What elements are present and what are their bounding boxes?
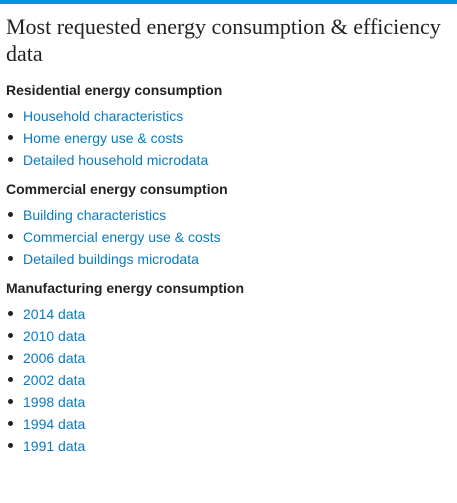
list-item: Building characteristics <box>6 204 454 226</box>
section-manufacturing: Manufacturing energy consumption 2014 da… <box>6 279 454 457</box>
list-item: Household characteristics <box>6 105 454 127</box>
link-list: 2014 data 2010 data 2006 data 2002 data … <box>6 303 454 457</box>
bullet-icon <box>8 399 13 404</box>
bullet-icon <box>8 113 13 118</box>
list-item: 1991 data <box>6 435 454 457</box>
page-title: Most requested energy consumption & effi… <box>6 14 441 66</box>
link-2002-data[interactable]: 2002 data <box>23 372 86 388</box>
link-2006-data[interactable]: 2006 data <box>23 350 86 366</box>
bullet-icon <box>8 135 13 140</box>
link-1998-data[interactable]: 1998 data <box>23 394 86 410</box>
list-item: 2010 data <box>6 325 454 347</box>
link-2010-data[interactable]: 2010 data <box>23 328 86 344</box>
link-household-characteristics[interactable]: Household characteristics <box>23 108 184 124</box>
section-commercial: Commercial energy consumption Building c… <box>6 180 454 270</box>
bullet-icon <box>8 157 13 162</box>
main-content: Most requested energy consumption & effi… <box>6 4 454 466</box>
bullet-icon <box>8 333 13 338</box>
section-heading: Commercial energy consumption <box>6 181 228 197</box>
link-detailed-household-microdata[interactable]: Detailed household microdata <box>23 152 209 168</box>
link-1994-data[interactable]: 1994 data <box>23 416 86 432</box>
link-list: Building characteristics Commercial ener… <box>6 204 454 270</box>
list-item: 1994 data <box>6 413 454 435</box>
bullet-icon <box>8 421 13 426</box>
link-list: Household characteristics Home energy us… <box>6 105 454 171</box>
bullet-icon <box>8 256 13 261</box>
link-building-characteristics[interactable]: Building characteristics <box>23 207 167 223</box>
link-1991-data[interactable]: 1991 data <box>23 438 86 454</box>
bullet-icon <box>8 443 13 448</box>
section-heading: Residential energy consumption <box>6 82 223 98</box>
list-item: 2014 data <box>6 303 454 325</box>
link-detailed-buildings-microdata[interactable]: Detailed buildings microdata <box>23 251 199 267</box>
link-2014-data[interactable]: 2014 data <box>23 306 86 322</box>
list-item: 1998 data <box>6 391 454 413</box>
list-item: Commercial energy use & costs <box>6 226 454 248</box>
top-accent-bar <box>0 0 457 4</box>
list-item: 2002 data <box>6 369 454 391</box>
bullet-icon <box>8 311 13 316</box>
list-item: Detailed household microdata <box>6 149 454 171</box>
list-item: Home energy use & costs <box>6 127 454 149</box>
bullet-icon <box>8 234 13 239</box>
link-home-energy-use-costs[interactable]: Home energy use & costs <box>23 130 184 146</box>
bullet-icon <box>8 355 13 360</box>
link-commercial-energy-use-costs[interactable]: Commercial energy use & costs <box>23 229 221 245</box>
section-heading: Manufacturing energy consumption <box>6 280 245 296</box>
section-residential: Residential energy consumption Household… <box>6 81 454 171</box>
bullet-icon <box>8 212 13 217</box>
list-item: Detailed buildings microdata <box>6 248 454 270</box>
bullet-icon <box>8 377 13 382</box>
list-item: 2006 data <box>6 347 454 369</box>
